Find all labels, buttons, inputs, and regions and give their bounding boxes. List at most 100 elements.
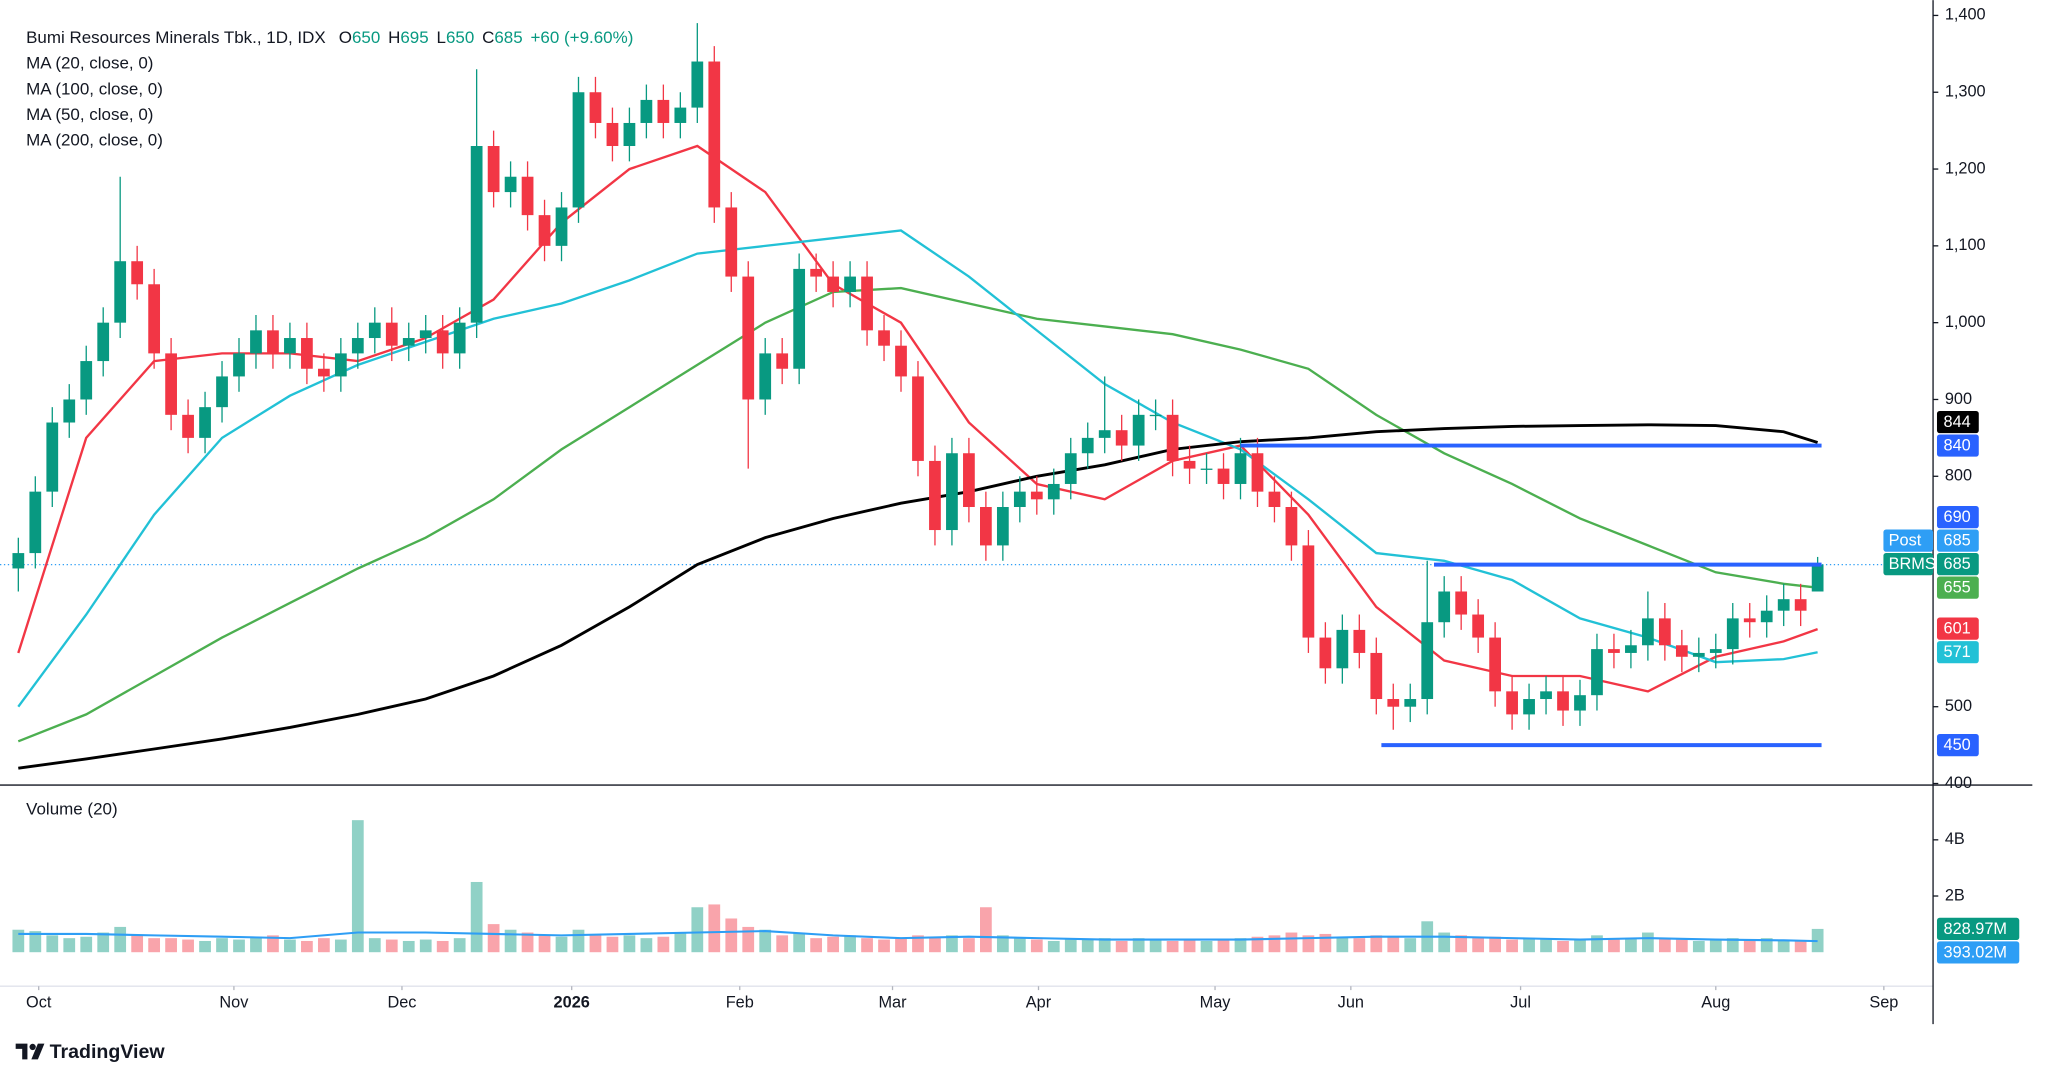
price-tag-box bbox=[1883, 529, 1934, 552]
x-tick-label: Apr bbox=[1026, 993, 1052, 1011]
candle-body bbox=[1404, 699, 1417, 707]
volume-bar bbox=[97, 932, 110, 953]
volume-bar bbox=[1472, 938, 1485, 953]
candle-body bbox=[1472, 614, 1485, 638]
candle-body bbox=[1200, 468, 1213, 470]
price-label-box bbox=[1936, 410, 1979, 434]
candle-body bbox=[1642, 618, 1654, 646]
volume-bar bbox=[216, 938, 228, 953]
candle-body bbox=[1574, 695, 1586, 711]
price-label-box bbox=[1936, 641, 1979, 664]
candle-body bbox=[1387, 699, 1400, 707]
volume-bar bbox=[1047, 940, 1060, 953]
candle-body bbox=[1540, 691, 1552, 700]
candle-body bbox=[1811, 564, 1824, 592]
volume-bar bbox=[1370, 935, 1383, 953]
candle-body bbox=[436, 330, 449, 354]
volume-ma bbox=[18, 930, 1818, 943]
y-tick-label: 1,000 bbox=[1945, 313, 1986, 331]
y-tick-label: 1,100 bbox=[1945, 236, 1986, 254]
ohlc-key: O bbox=[339, 29, 352, 48]
volume-bar bbox=[929, 936, 941, 953]
candle-body bbox=[725, 207, 738, 277]
candle-body bbox=[844, 276, 856, 292]
candle-body bbox=[963, 453, 975, 508]
volume-bar bbox=[1540, 939, 1552, 953]
candle-body bbox=[1777, 599, 1790, 611]
volume-bar bbox=[1726, 938, 1739, 953]
candle-body bbox=[1692, 652, 1705, 657]
candle-body bbox=[895, 345, 907, 377]
volume-bar bbox=[589, 935, 602, 953]
volume-bar bbox=[1166, 940, 1179, 953]
price-label-box bbox=[1936, 553, 1979, 576]
volume-bar bbox=[572, 929, 585, 953]
y-tick-label: 800 bbox=[1945, 467, 1972, 485]
candle-body bbox=[1794, 599, 1807, 611]
volume-label: 828.97M bbox=[1944, 920, 2007, 938]
volume-label: 393.02M bbox=[1944, 943, 2007, 961]
candle-body bbox=[1438, 591, 1451, 623]
price-label-box bbox=[1936, 434, 1979, 457]
candle-body bbox=[80, 361, 93, 400]
candle-body bbox=[250, 330, 262, 354]
price-label: 844 bbox=[1944, 413, 1971, 431]
candle-body bbox=[1760, 610, 1773, 623]
x-tick-label: Jul bbox=[1510, 993, 1531, 1011]
price-label: 685 bbox=[1944, 555, 1971, 573]
candle-body bbox=[1675, 645, 1688, 657]
candle-body bbox=[810, 268, 823, 277]
candle-body bbox=[267, 330, 279, 354]
volume-bar bbox=[1506, 939, 1518, 953]
volume-bar bbox=[708, 904, 721, 953]
volume-bar bbox=[470, 881, 483, 953]
volume-bar bbox=[1268, 935, 1281, 953]
candle-body bbox=[1726, 618, 1739, 650]
volume-bar bbox=[301, 940, 313, 953]
candle-body bbox=[1047, 483, 1060, 500]
candle-body bbox=[487, 146, 500, 193]
x-tick-label: Mar bbox=[878, 993, 907, 1011]
volume-bar bbox=[912, 935, 924, 953]
x-tick-label: Sep bbox=[1869, 993, 1898, 1011]
brand-logo: TradingView bbox=[15, 1041, 165, 1063]
volume-bar bbox=[250, 936, 262, 953]
labels: 400 500 800 900 1,000 1,100 1,200 1,300 1,400 2B 4… bbox=[26, 6, 2020, 1011]
candle-body bbox=[1591, 649, 1603, 696]
volume-bar bbox=[1658, 938, 1671, 953]
candle-body bbox=[1743, 618, 1756, 623]
volume-bar bbox=[742, 926, 755, 953]
candle-body bbox=[623, 122, 636, 147]
candle-body bbox=[368, 322, 381, 339]
volume-bar bbox=[1336, 936, 1349, 953]
y-tick-label: 500 bbox=[1945, 697, 1972, 715]
volume-bar bbox=[1302, 935, 1315, 953]
candle-body bbox=[1132, 414, 1145, 446]
candle-body bbox=[199, 407, 211, 438]
candle-body bbox=[1421, 622, 1434, 700]
price-tag-box bbox=[1883, 553, 1934, 576]
ohlc-value: 650 bbox=[352, 29, 380, 48]
volume-bar bbox=[1625, 938, 1637, 953]
candle-body bbox=[1166, 414, 1179, 461]
legend-entry: MA (100, close, 0) bbox=[26, 79, 163, 98]
volume-bar bbox=[1608, 938, 1620, 953]
candle-body bbox=[317, 368, 330, 377]
volume-bar bbox=[555, 936, 568, 953]
candle-body bbox=[1081, 437, 1094, 454]
y-tick-label: 1,400 bbox=[1945, 6, 1986, 24]
x-tick-label: May bbox=[1200, 993, 1232, 1011]
volume-bar bbox=[1251, 936, 1264, 953]
symbol-title: Bumi Resources Minerals Tbk., 1D, IDX bbox=[26, 29, 326, 48]
volume-bar bbox=[1387, 936, 1400, 953]
volume-bar bbox=[1692, 940, 1705, 953]
candle-body bbox=[912, 376, 924, 461]
logo-mark bbox=[31, 1043, 45, 1060]
volume-label-box bbox=[1936, 917, 2020, 941]
candle-body bbox=[470, 146, 483, 323]
y-tick-label: 400 bbox=[1945, 774, 1972, 792]
candle-body bbox=[589, 92, 602, 123]
volume-bar bbox=[657, 936, 670, 953]
volume-title: Volume (20) bbox=[26, 799, 118, 818]
x-tick-label: Aug bbox=[1701, 993, 1730, 1011]
